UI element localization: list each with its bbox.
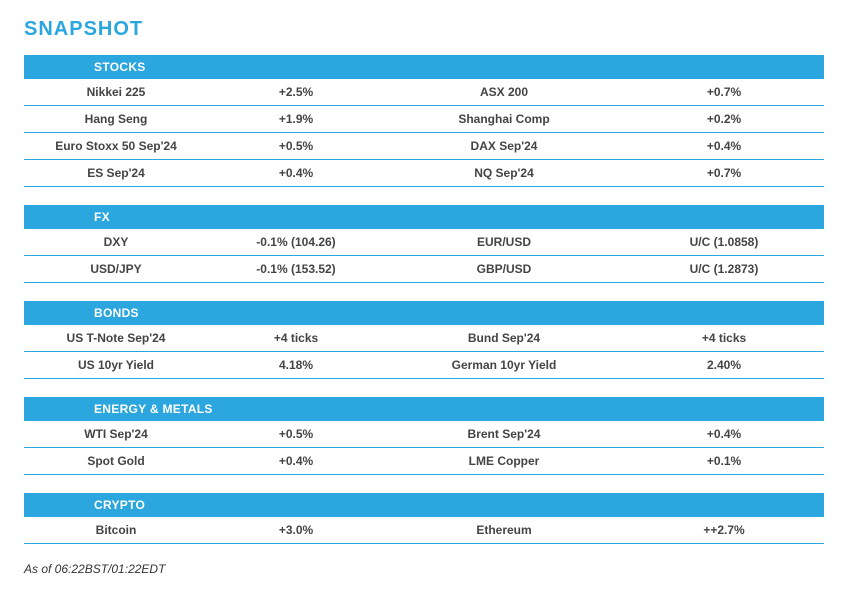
instrument-value-right: +4 ticks: [624, 331, 824, 345]
instrument-value-right: U/C (1.2873): [624, 262, 824, 276]
page-title: SNAPSHOT: [24, 18, 824, 41]
sections-container: STOCKSNikkei 225+2.5%ASX 200+0.7%Hang Se…: [24, 55, 824, 544]
section-header: ENERGY & METALS: [24, 397, 824, 421]
section-header: FX: [24, 205, 824, 229]
table-row: Euro Stoxx 50 Sep'24+0.5%DAX Sep'24+0.4%: [24, 133, 824, 160]
instrument-name-right: NQ Sep'24: [384, 166, 624, 180]
instrument-name-left: Euro Stoxx 50 Sep'24: [24, 139, 208, 153]
instrument-name-left: ES Sep'24: [24, 166, 208, 180]
instrument-value-right: +0.1%: [624, 454, 824, 468]
instrument-name-right: EUR/USD: [384, 235, 624, 249]
instrument-name-right: German 10yr Yield: [384, 358, 624, 372]
section-header: CRYPTO: [24, 493, 824, 517]
instrument-value-left: -0.1% (153.52): [208, 262, 384, 276]
section: ENERGY & METALSWTI Sep'24+0.5%Brent Sep'…: [24, 397, 824, 475]
instrument-name-left: Bitcoin: [24, 523, 208, 537]
instrument-value-right: ++2.7%: [624, 523, 824, 537]
instrument-value-right: +0.4%: [624, 427, 824, 441]
instrument-name-right: Bund Sep'24: [384, 331, 624, 345]
instrument-name-right: GBP/USD: [384, 262, 624, 276]
section: BONDSUS T-Note Sep'24+4 ticksBund Sep'24…: [24, 301, 824, 379]
instrument-name-left: USD/JPY: [24, 262, 208, 276]
instrument-value-left: +0.4%: [208, 166, 384, 180]
section-header: STOCKS: [24, 55, 824, 79]
instrument-name-right: Brent Sep'24: [384, 427, 624, 441]
instrument-name-left: US T-Note Sep'24: [24, 331, 208, 345]
table-row: US 10yr Yield4.18%German 10yr Yield2.40%: [24, 352, 824, 379]
instrument-value-right: +0.7%: [624, 166, 824, 180]
table-row: DXY-0.1% (104.26)EUR/USDU/C (1.0858): [24, 229, 824, 256]
instrument-value-left: +2.5%: [208, 85, 384, 99]
instrument-name-right: Ethereum: [384, 523, 624, 537]
section: FXDXY-0.1% (104.26)EUR/USDU/C (1.0858)US…: [24, 205, 824, 283]
instrument-name-left: Spot Gold: [24, 454, 208, 468]
instrument-value-left: 4.18%: [208, 358, 384, 372]
table-row: USD/JPY-0.1% (153.52)GBP/USDU/C (1.2873): [24, 256, 824, 283]
table-row: Spot Gold+0.4%LME Copper+0.1%: [24, 448, 824, 475]
instrument-name-right: DAX Sep'24: [384, 139, 624, 153]
instrument-value-right: U/C (1.0858): [624, 235, 824, 249]
instrument-name-left: WTI Sep'24: [24, 427, 208, 441]
instrument-value-left: +3.0%: [208, 523, 384, 537]
instrument-value-right: +0.2%: [624, 112, 824, 126]
instrument-value-right: +0.4%: [624, 139, 824, 153]
instrument-name-right: Shanghai Comp: [384, 112, 624, 126]
instrument-value-left: -0.1% (104.26): [208, 235, 384, 249]
instrument-name-left: DXY: [24, 235, 208, 249]
instrument-name-right: ASX 200: [384, 85, 624, 99]
table-row: ES Sep'24+0.4%NQ Sep'24+0.7%: [24, 160, 824, 187]
section: STOCKSNikkei 225+2.5%ASX 200+0.7%Hang Se…: [24, 55, 824, 187]
instrument-name-right: LME Copper: [384, 454, 624, 468]
table-row: Nikkei 225+2.5%ASX 200+0.7%: [24, 79, 824, 106]
instrument-name-left: US 10yr Yield: [24, 358, 208, 372]
table-row: US T-Note Sep'24+4 ticksBund Sep'24+4 ti…: [24, 325, 824, 352]
table-row: Hang Seng+1.9%Shanghai Comp+0.2%: [24, 106, 824, 133]
instrument-name-left: Nikkei 225: [24, 85, 208, 99]
table-row: WTI Sep'24+0.5%Brent Sep'24+0.4%: [24, 421, 824, 448]
instrument-value-left: +1.9%: [208, 112, 384, 126]
instrument-value-right: 2.40%: [624, 358, 824, 372]
section-header: BONDS: [24, 301, 824, 325]
timestamp-footer: As of 06:22BST/01:22EDT: [24, 562, 824, 576]
instrument-value-left: +0.5%: [208, 139, 384, 153]
instrument-value-left: +0.4%: [208, 454, 384, 468]
table-row: Bitcoin+3.0%Ethereum++2.7%: [24, 517, 824, 544]
section: CRYPTOBitcoin+3.0%Ethereum++2.7%: [24, 493, 824, 544]
instrument-value-right: +0.7%: [624, 85, 824, 99]
instrument-name-left: Hang Seng: [24, 112, 208, 126]
instrument-value-left: +4 ticks: [208, 331, 384, 345]
instrument-value-left: +0.5%: [208, 427, 384, 441]
